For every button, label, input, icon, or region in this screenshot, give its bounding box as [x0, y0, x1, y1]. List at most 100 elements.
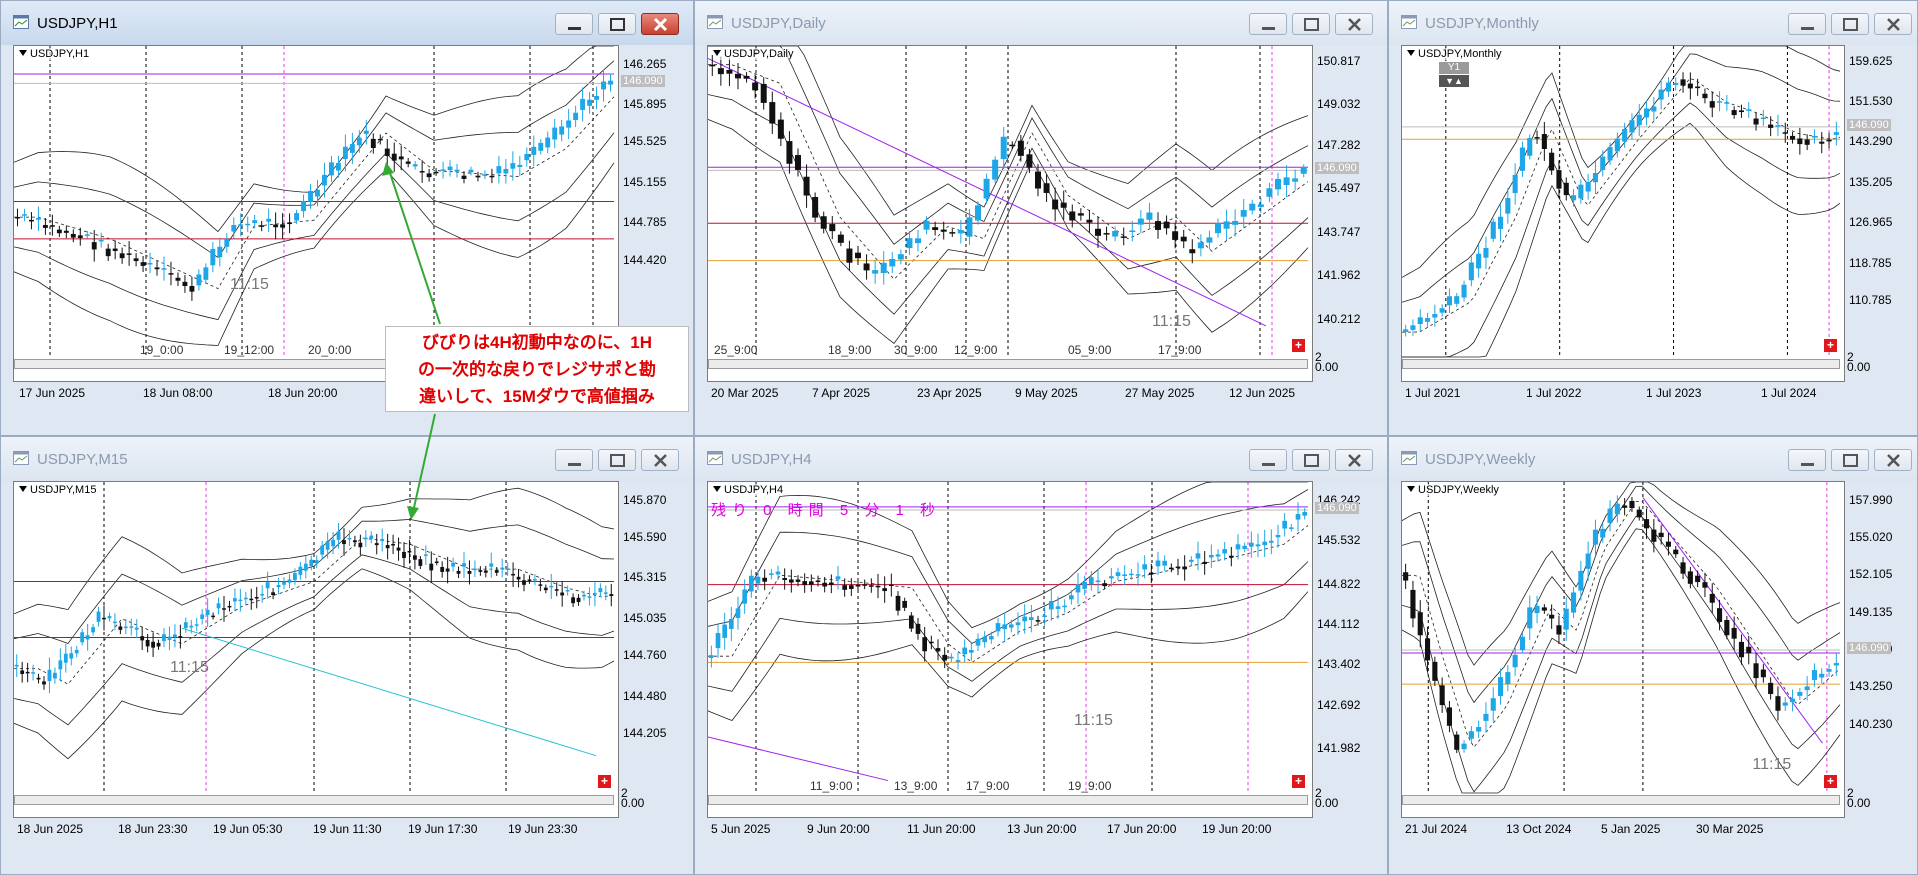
minimize-button[interactable]	[555, 13, 593, 35]
maximize-button[interactable]	[1831, 449, 1869, 471]
candle-body	[1753, 118, 1759, 125]
chart-scrollbar[interactable]	[14, 795, 614, 805]
timeframe-arrows[interactable]: ▼▲	[1439, 75, 1469, 87]
candle-body	[1439, 685, 1445, 706]
close-button[interactable]	[1335, 449, 1373, 471]
candle-body	[1797, 138, 1803, 145]
candle-body	[1424, 638, 1431, 661]
chart-window-m15[interactable]: USDJPY,M15 11:15 + USDJPY,M15 145.870 145.…	[0, 436, 694, 875]
band-line	[1402, 485, 1841, 704]
candle-body	[259, 225, 265, 227]
candle-body	[1042, 615, 1047, 617]
maximize-icon	[1304, 18, 1319, 31]
chart-scrollbar[interactable]	[1402, 795, 1840, 805]
minimize-button[interactable]	[1788, 449, 1826, 471]
minimize-button[interactable]	[555, 449, 593, 471]
candle-body	[1269, 540, 1274, 543]
candle-body	[475, 175, 481, 178]
close-button[interactable]	[641, 13, 679, 35]
maximize-button[interactable]	[1292, 13, 1330, 35]
candle-body	[1782, 702, 1788, 706]
price-chart[interactable]: 11:15 +	[13, 481, 619, 818]
inner-time-label: 17_9:00	[1158, 343, 1202, 357]
candle-body	[1512, 174, 1518, 194]
close-icon	[654, 454, 667, 467]
chart-window-daily[interactable]: USDJPY,Daily 25_9:00 18_9:00 30_9:00 12_9:0…	[694, 0, 1388, 436]
candle-body	[489, 563, 494, 567]
candle-body	[608, 80, 613, 85]
chart-window-h1[interactable]: USDJPY,H1 19_0:00 19_12:00 20_0:00 11:15 US…	[0, 0, 694, 436]
symbol-label: USDJPY,Weekly	[1407, 484, 1499, 496]
minimize-button[interactable]	[1249, 13, 1287, 35]
minimize-icon	[1262, 463, 1275, 466]
maximize-button[interactable]	[598, 13, 636, 35]
chart-window-monthly[interactable]: USDJPY,Monthly + USDJPY,Monthly Y1 ▼▲ 15…	[1388, 0, 1918, 436]
plus-icon[interactable]: +	[1292, 775, 1305, 788]
candle-body	[1468, 262, 1474, 281]
plus-icon[interactable]: +	[1824, 775, 1837, 788]
candle-body	[322, 174, 327, 186]
candle-body	[1017, 140, 1024, 156]
candle-body	[433, 171, 439, 174]
candle-body	[1060, 202, 1067, 208]
price-axis-label: 145.155	[623, 174, 667, 189]
title-bar[interactable]: USDJPY,Monthly	[1389, 1, 1917, 45]
chart-window-weekly[interactable]: USDJPY,Weekly 11:15 + USDJPY,Weekly 157.9…	[1388, 436, 1918, 875]
candle-body	[777, 119, 784, 139]
chart-scrollbar[interactable]	[1402, 359, 1840, 369]
candle-body	[1446, 707, 1453, 726]
minimize-button[interactable]	[1249, 449, 1287, 471]
candle-body	[320, 545, 325, 555]
chart-scrollbar[interactable]	[708, 359, 1308, 369]
chart-window-h4[interactable]: USDJPY,H4 11_9:00 13_9:00 17_9:00 19_9:00 11…	[694, 436, 1388, 875]
price-axis-label: 152.105	[1849, 567, 1893, 582]
candle-body	[842, 585, 847, 590]
title-bar[interactable]: USDJPY,Weekly	[1389, 437, 1917, 481]
title-bar[interactable]: USDJPY,H1	[1, 1, 693, 45]
plus-icon[interactable]: +	[1824, 339, 1837, 352]
candle-body	[1403, 572, 1409, 581]
maximize-button[interactable]	[1292, 449, 1330, 471]
band-line	[14, 162, 615, 346]
price-chart[interactable]: 19_0:00 19_12:00 20_0:00 11:15	[13, 45, 619, 382]
title-bar[interactable]: USDJPY,Daily	[695, 1, 1387, 45]
close-button[interactable]	[1874, 13, 1912, 35]
candle-body	[1135, 574, 1141, 576]
maximize-button[interactable]	[598, 449, 636, 471]
candle-body	[1826, 669, 1832, 672]
candle-body	[63, 653, 68, 663]
candle-body	[1775, 696, 1781, 711]
candle-body	[154, 267, 160, 270]
price-chart[interactable]: +	[1401, 45, 1845, 382]
maximize-button[interactable]	[1831, 13, 1869, 35]
plus-icon[interactable]: +	[1292, 339, 1305, 352]
close-button[interactable]	[641, 449, 679, 471]
plus-icon[interactable]: +	[598, 775, 611, 788]
axis-tail-top: 2	[1847, 350, 1854, 364]
candle-body	[815, 580, 821, 582]
close-button[interactable]	[1335, 13, 1373, 35]
candle-body	[1255, 544, 1261, 547]
candle-body	[445, 568, 450, 572]
price-chart[interactable]: 25_9:00 18_9:00 30_9:00 12_9:00 05_9:00 17_9:…	[707, 45, 1313, 382]
chart-scrollbar[interactable]	[708, 795, 1308, 805]
price-chart[interactable]: 11:15 +	[1401, 481, 1845, 818]
time-axis-label: 11 Jun 20:00	[907, 822, 976, 836]
title-bar[interactable]: USDJPY,M15	[1, 437, 693, 481]
time-axis-label: 18 Jun 08:00	[143, 386, 213, 400]
candle-body	[1215, 223, 1221, 234]
timeframe-badge[interactable]: Y1	[1439, 62, 1469, 74]
candle-body	[440, 169, 446, 171]
candle-body	[1155, 560, 1161, 567]
candle-body	[1454, 296, 1460, 304]
candle-body	[1075, 584, 1081, 593]
close-icon	[1887, 454, 1900, 467]
band-line	[14, 554, 615, 726]
minimize-button[interactable]	[1788, 13, 1826, 35]
candle-body	[715, 633, 721, 649]
candle-body	[1665, 541, 1672, 547]
title-bar[interactable]: USDJPY,H4	[695, 437, 1387, 481]
close-button[interactable]	[1874, 449, 1912, 471]
price-axis-label: 143.250	[1849, 679, 1893, 694]
price-chart[interactable]: 11_9:00 13_9:00 17_9:00 19_9:00 11:15 +	[707, 481, 1313, 818]
